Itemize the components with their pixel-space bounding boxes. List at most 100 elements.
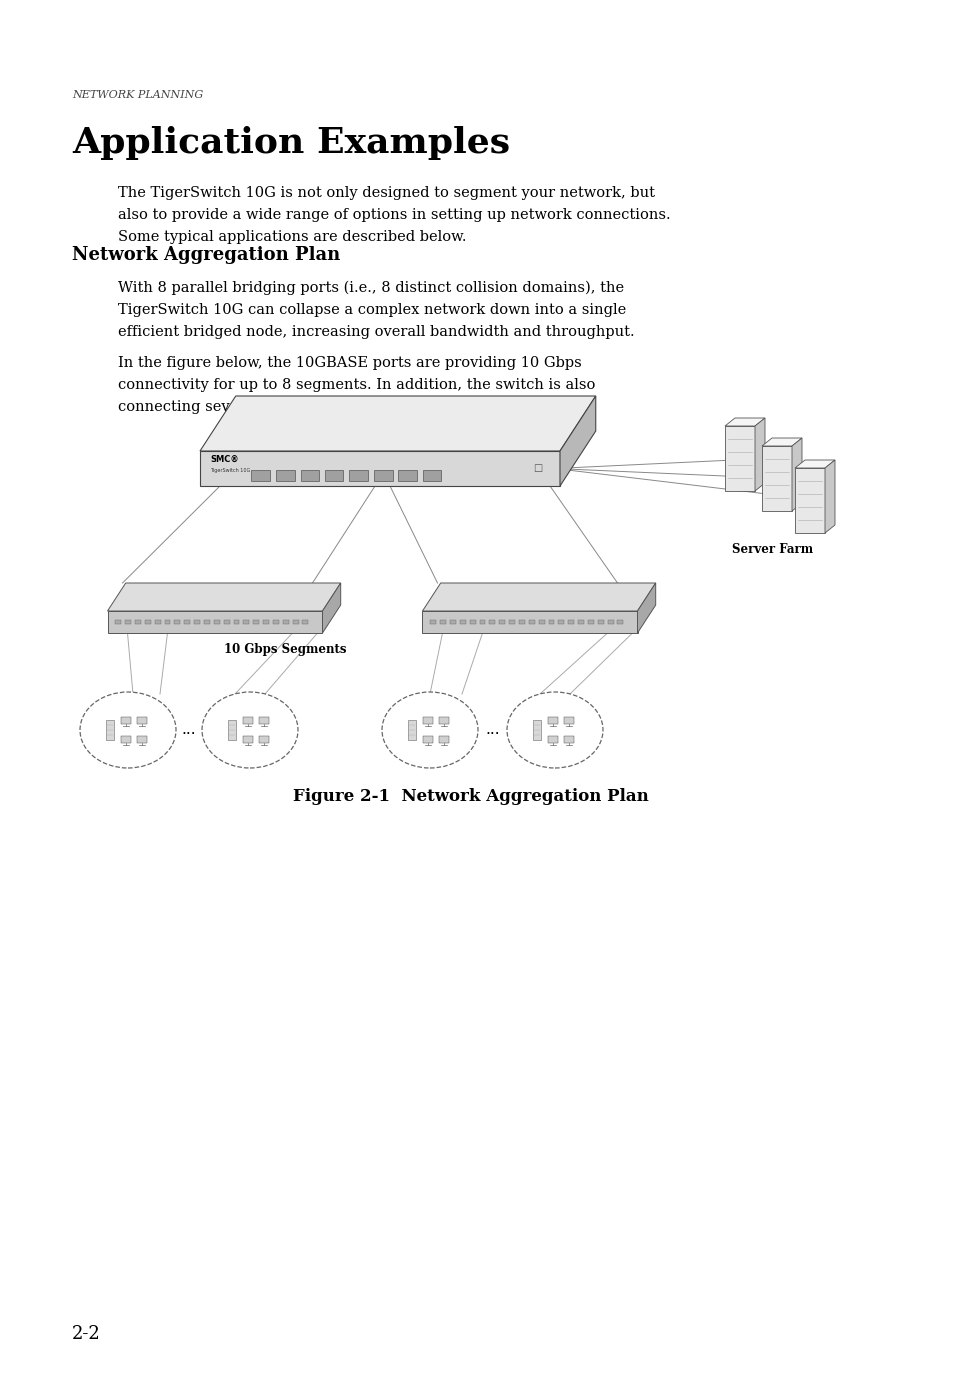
FancyBboxPatch shape [213, 620, 219, 623]
Polygon shape [408, 720, 416, 740]
FancyBboxPatch shape [125, 620, 131, 623]
FancyBboxPatch shape [548, 620, 554, 623]
Text: Some typical applications are described below.: Some typical applications are described … [118, 230, 466, 244]
FancyBboxPatch shape [617, 620, 622, 623]
Polygon shape [637, 583, 655, 633]
FancyBboxPatch shape [568, 620, 574, 623]
Polygon shape [422, 611, 637, 633]
Text: ...: ... [485, 723, 499, 737]
FancyBboxPatch shape [430, 620, 436, 623]
Polygon shape [422, 736, 433, 743]
Ellipse shape [506, 693, 602, 768]
Polygon shape [137, 718, 147, 725]
FancyBboxPatch shape [223, 620, 230, 623]
Polygon shape [137, 736, 147, 743]
Polygon shape [243, 736, 253, 743]
FancyBboxPatch shape [498, 620, 505, 623]
Polygon shape [724, 418, 764, 426]
Text: 2-2: 2-2 [71, 1326, 101, 1344]
Text: TigerSwitch 10G can collapse a complex network down into a single: TigerSwitch 10G can collapse a complex n… [118, 303, 625, 316]
Text: connecting several servers at 10 Gbps.: connecting several servers at 10 Gbps. [118, 400, 407, 414]
FancyBboxPatch shape [275, 471, 294, 482]
Text: The TigerSwitch 10G is not only designed to segment your network, but: The TigerSwitch 10G is not only designed… [118, 186, 655, 200]
Polygon shape [228, 720, 235, 740]
Text: Server Farm: Server Farm [732, 543, 813, 557]
Ellipse shape [381, 693, 477, 768]
Polygon shape [559, 396, 595, 486]
FancyBboxPatch shape [578, 620, 583, 623]
FancyBboxPatch shape [273, 620, 278, 623]
FancyBboxPatch shape [469, 620, 476, 623]
Text: Network Aggregation Plan: Network Aggregation Plan [71, 246, 340, 264]
Text: SMC®: SMC® [210, 455, 238, 464]
FancyBboxPatch shape [439, 620, 446, 623]
FancyBboxPatch shape [282, 620, 289, 623]
Text: TigerSwitch 10G: TigerSwitch 10G [210, 468, 250, 473]
FancyBboxPatch shape [252, 471, 270, 482]
FancyBboxPatch shape [479, 620, 485, 623]
Polygon shape [794, 468, 824, 533]
Text: □: □ [533, 464, 542, 473]
FancyBboxPatch shape [528, 620, 534, 623]
FancyBboxPatch shape [374, 471, 392, 482]
FancyBboxPatch shape [184, 620, 190, 623]
Text: In the figure below, the 10GBASE ports are providing 10 Gbps: In the figure below, the 10GBASE ports a… [118, 355, 581, 371]
Text: Application Examples: Application Examples [71, 126, 510, 160]
Polygon shape [108, 611, 322, 633]
Polygon shape [108, 583, 340, 611]
FancyBboxPatch shape [518, 620, 524, 623]
FancyBboxPatch shape [538, 620, 544, 623]
Text: NETWORK PLANNING: NETWORK PLANNING [71, 90, 203, 100]
FancyBboxPatch shape [598, 620, 603, 623]
Polygon shape [438, 736, 449, 743]
FancyBboxPatch shape [422, 471, 441, 482]
FancyBboxPatch shape [135, 620, 141, 623]
FancyBboxPatch shape [509, 620, 515, 623]
Polygon shape [761, 446, 791, 511]
FancyBboxPatch shape [115, 620, 121, 623]
FancyBboxPatch shape [302, 620, 308, 623]
FancyBboxPatch shape [398, 471, 416, 482]
Polygon shape [422, 718, 433, 725]
FancyBboxPatch shape [263, 620, 269, 623]
FancyBboxPatch shape [253, 620, 259, 623]
FancyBboxPatch shape [243, 620, 249, 623]
FancyBboxPatch shape [300, 471, 318, 482]
Text: Figure 2-1  Network Aggregation Plan: Figure 2-1 Network Aggregation Plan [293, 788, 648, 805]
Ellipse shape [80, 693, 175, 768]
FancyBboxPatch shape [193, 620, 200, 623]
FancyBboxPatch shape [145, 620, 151, 623]
Polygon shape [243, 718, 253, 725]
Text: also to provide a wide range of options in setting up network connections.: also to provide a wide range of options … [118, 208, 670, 222]
Polygon shape [200, 451, 559, 486]
Polygon shape [438, 718, 449, 725]
Polygon shape [547, 736, 558, 743]
FancyBboxPatch shape [293, 620, 298, 623]
Polygon shape [106, 720, 113, 740]
Polygon shape [121, 718, 131, 725]
Text: efficient bridged node, increasing overall bandwidth and throughput.: efficient bridged node, increasing overa… [118, 325, 634, 339]
Text: With 8 parallel bridging ports (i.e., 8 distinct collision domains), the: With 8 parallel bridging ports (i.e., 8 … [118, 280, 623, 296]
Polygon shape [200, 396, 595, 451]
Polygon shape [563, 736, 574, 743]
Polygon shape [824, 459, 834, 533]
Polygon shape [121, 736, 131, 743]
Polygon shape [322, 583, 340, 633]
FancyBboxPatch shape [607, 620, 613, 623]
FancyBboxPatch shape [489, 620, 495, 623]
Polygon shape [563, 718, 574, 725]
Polygon shape [547, 718, 558, 725]
FancyBboxPatch shape [233, 620, 239, 623]
FancyBboxPatch shape [558, 620, 563, 623]
FancyBboxPatch shape [174, 620, 180, 623]
Text: ...: ... [181, 723, 196, 737]
Ellipse shape [202, 693, 297, 768]
Polygon shape [533, 720, 540, 740]
Polygon shape [754, 418, 764, 491]
FancyBboxPatch shape [459, 620, 465, 623]
FancyBboxPatch shape [587, 620, 593, 623]
Polygon shape [761, 439, 801, 446]
Polygon shape [258, 736, 269, 743]
Polygon shape [794, 459, 834, 468]
FancyBboxPatch shape [349, 471, 368, 482]
